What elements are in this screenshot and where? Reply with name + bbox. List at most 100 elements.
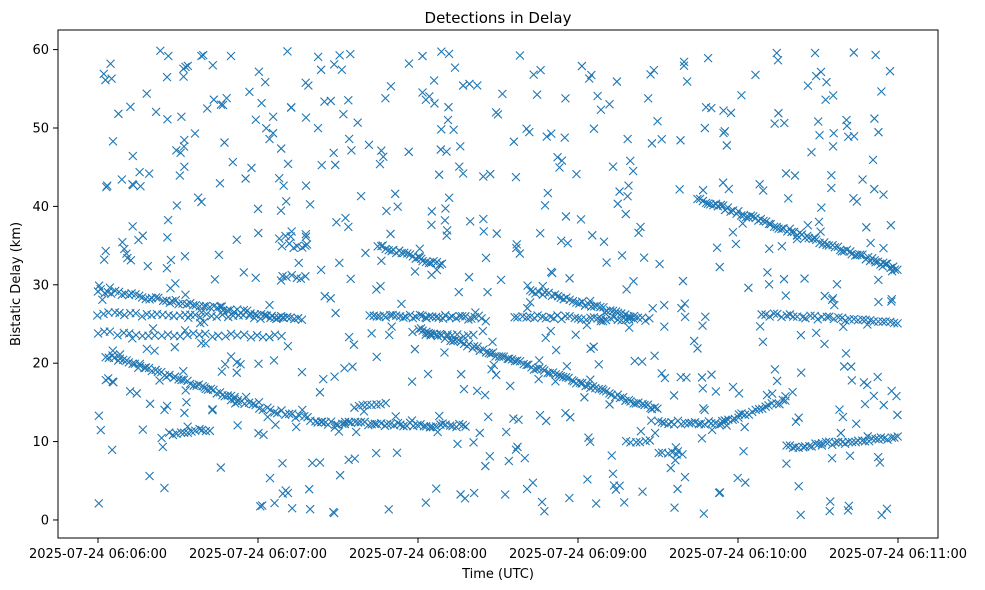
- data-point: [329, 59, 339, 69]
- data-point: [755, 179, 765, 189]
- data-point: [158, 442, 168, 452]
- data-point: [821, 95, 831, 105]
- data-point: [155, 46, 165, 56]
- data-point: [790, 171, 800, 180]
- data-point: [837, 247, 847, 256]
- data-point: [512, 239, 522, 249]
- data-point: [769, 309, 779, 319]
- data-point: [444, 102, 453, 112]
- data-point: [170, 279, 180, 288]
- data-point: [617, 250, 627, 260]
- data-point: [128, 180, 138, 190]
- data-point: [387, 322, 397, 332]
- data-point: [861, 222, 871, 232]
- data-point: [879, 400, 889, 410]
- data-point: [160, 483, 169, 493]
- data-point: [561, 212, 571, 221]
- data-point: [670, 503, 679, 513]
- data-point: [212, 389, 222, 398]
- data-point: [464, 272, 474, 282]
- data-point: [430, 99, 439, 108]
- data-point: [208, 60, 218, 70]
- data-point: [726, 108, 736, 118]
- data-point: [781, 391, 790, 401]
- data-point: [679, 61, 689, 71]
- data-point: [251, 273, 261, 283]
- data-point: [297, 367, 307, 377]
- data-point: [707, 370, 716, 380]
- data-point: [276, 206, 286, 216]
- data-point: [435, 260, 445, 270]
- data-point: [429, 256, 438, 266]
- data-point: [636, 426, 646, 436]
- data-point: [163, 51, 173, 61]
- data-point: [522, 303, 532, 313]
- data-point: [304, 484, 314, 494]
- data-point: [624, 323, 634, 333]
- data-point: [407, 377, 417, 387]
- data-point: [402, 249, 412, 258]
- data-point: [515, 356, 525, 366]
- data-point: [157, 433, 166, 443]
- data-point: [473, 342, 482, 352]
- data-point: [630, 356, 640, 366]
- data-point: [676, 135, 685, 145]
- data-point: [257, 98, 266, 108]
- data-point: [553, 152, 562, 162]
- data-point: [794, 481, 804, 491]
- data-point: [415, 244, 425, 254]
- data-point: [450, 335, 460, 345]
- data-point: [183, 422, 193, 432]
- data-point: [801, 313, 810, 323]
- data-point: [534, 374, 544, 384]
- data-point: [165, 298, 175, 308]
- data-point: [790, 442, 800, 452]
- data-point: [718, 201, 728, 210]
- data-point: [404, 147, 414, 157]
- data-point: [807, 147, 816, 157]
- data-point: [828, 91, 838, 100]
- data-point: [646, 416, 656, 426]
- data-point: [624, 181, 633, 191]
- data-point: [251, 115, 261, 125]
- data-point: [208, 404, 217, 414]
- data-point: [175, 171, 185, 180]
- data-point: [720, 126, 730, 136]
- data-point: [145, 294, 155, 304]
- data-point: [511, 243, 521, 253]
- data-point: [346, 274, 356, 284]
- data-point: [650, 428, 660, 438]
- data-point: [860, 436, 870, 446]
- data-point: [375, 159, 385, 169]
- data-point: [276, 276, 286, 285]
- data-point: [202, 309, 212, 319]
- data-point: [613, 315, 623, 325]
- data-point: [340, 417, 350, 427]
- data-point: [163, 215, 173, 225]
- data-point: [796, 510, 806, 520]
- data-point: [317, 417, 327, 427]
- data-point: [589, 124, 599, 134]
- data-point: [230, 399, 240, 408]
- data-point: [648, 303, 658, 313]
- data-point: [594, 360, 604, 369]
- data-point: [424, 311, 434, 321]
- data-point: [612, 77, 622, 86]
- data-point: [181, 385, 191, 395]
- data-point: [99, 309, 108, 319]
- data-point: [777, 224, 786, 234]
- data-point: [613, 199, 623, 209]
- data-point: [509, 414, 518, 423]
- data-point: [755, 321, 765, 331]
- data-point: [215, 178, 225, 188]
- data-point: [278, 313, 288, 322]
- data-point: [469, 438, 478, 447]
- data-point: [418, 51, 427, 61]
- data-point: [247, 163, 256, 173]
- data-point: [209, 95, 219, 105]
- data-point: [478, 326, 488, 336]
- data-point: [128, 359, 137, 369]
- data-point: [115, 354, 125, 364]
- data-point: [802, 231, 812, 241]
- data-point: [585, 296, 595, 306]
